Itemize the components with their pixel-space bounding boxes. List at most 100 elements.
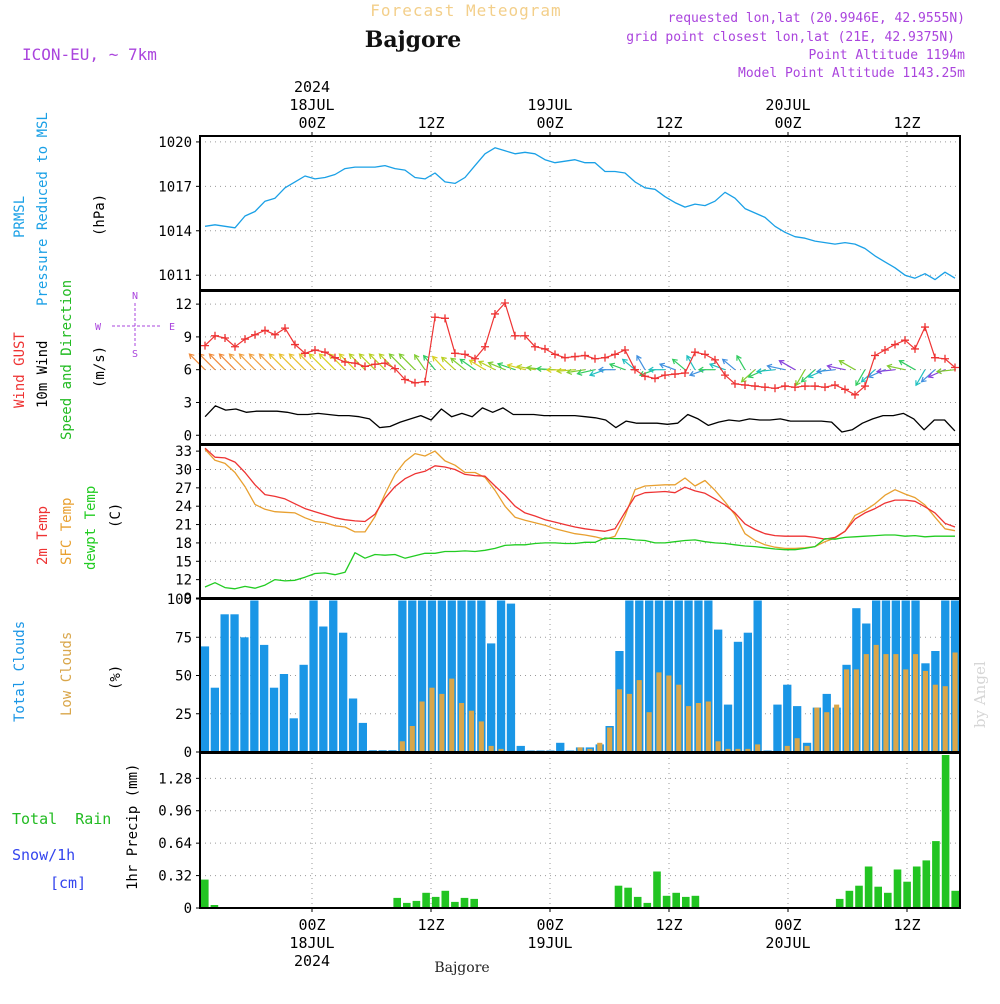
total-cloud-bar (329, 601, 337, 753)
y-tick-label-wind: 9 (184, 330, 192, 346)
low-cloud-bar (696, 703, 701, 752)
rain-bar (432, 897, 440, 908)
rain-bar (653, 872, 661, 909)
total-rain-label: Total Rain (12, 810, 111, 828)
cloud-unit: (%) (108, 665, 124, 690)
y-tick-label-wind: 3 (184, 395, 192, 411)
rain-bar (884, 893, 892, 908)
rain-bar (903, 882, 911, 908)
y-tick-label-temperature: 24 (175, 499, 192, 515)
footer-location: Bajgore (434, 960, 489, 976)
low-cloud-bar (923, 671, 928, 752)
rain-bar (413, 901, 421, 908)
total-cloud-bar (300, 665, 308, 752)
top-axis-hour: 00Z (298, 114, 325, 132)
y-tick-label-precip: 1.28 (158, 771, 192, 787)
low-cloud-bar (854, 669, 859, 752)
y-tick-label-pressure: 1020 (158, 135, 192, 151)
temp-unit: (C) (108, 503, 124, 528)
total-cloud-bar (744, 633, 752, 752)
bottom-axis-hour: 12Z (417, 916, 444, 934)
total-cloud-bar (487, 643, 495, 752)
low-cloud-bar (864, 654, 869, 752)
total-cloud-bar (724, 705, 732, 752)
low-cloud-bar (953, 723, 958, 752)
total-cloud-bar (773, 705, 781, 752)
total-cloud-bar (250, 601, 258, 753)
low-cloud-bar (755, 744, 760, 752)
low-cloud-bar (913, 654, 918, 752)
snow-label: Snow/1h (12, 846, 75, 864)
pressure-label-prmsl: PRMSL (12, 196, 28, 238)
y-tick-label-precip: 0 (184, 901, 192, 917)
low-cloud-bar (420, 702, 425, 753)
top-axis-hour: 12Z (655, 114, 682, 132)
total-cloud-bar (240, 637, 248, 752)
total-cloud-bar (556, 743, 564, 752)
y-tick-label-precip: 0.96 (158, 804, 192, 820)
panel-background-0 (200, 136, 960, 290)
rain-bar (672, 893, 680, 908)
total-cloud-bar (201, 646, 209, 752)
rain-bar (634, 897, 642, 908)
rain-bar (942, 755, 950, 908)
bottom-axis-hour: 00Z (536, 916, 563, 934)
wind-unit: (m/s) (92, 346, 108, 388)
rain-bar (855, 886, 863, 908)
total-cloud-bar (260, 645, 268, 752)
total-cloud-bar (398, 601, 406, 753)
bottom-axis-hour: 00Z (298, 916, 325, 934)
pressure-labels: PRMSL Pressure Reduced to MSL (hPa) (12, 112, 108, 306)
top-axis-date: 19JUL (527, 96, 572, 114)
total-cloud-bar (230, 614, 238, 752)
pressure-label-reduced: Pressure Reduced to MSL (35, 112, 51, 306)
rain-bar (951, 891, 959, 908)
total-cloud-bar (734, 642, 742, 752)
total-cloud-bar (211, 688, 219, 752)
top-axis-hour: 00Z (774, 114, 801, 132)
cloud-labels: Total Clouds Low Clouds (%) (12, 621, 124, 722)
total-cloud-bar (270, 688, 278, 752)
y-tick-label-temperature: 12 (175, 573, 192, 589)
top-axis-date: 18JUL (289, 96, 334, 114)
wind-direction-label: Speed and Direction (59, 280, 75, 440)
y-tick-label-temperature: 27 (175, 481, 192, 497)
total-cloud-bar (497, 601, 505, 753)
low-cloud-bar (400, 741, 405, 752)
y-tick-label-pressure: 1011 (158, 268, 192, 284)
total-cloud-bar (309, 601, 317, 753)
rain-bar (836, 899, 844, 908)
chart-marks: 1011101410171020036912912151821242730330… (158, 78, 960, 970)
low-cloud-bar (469, 711, 474, 752)
rain-bar (874, 887, 882, 908)
low-cloud-bar (656, 672, 661, 752)
y-tick-label-wind: 6 (184, 363, 192, 379)
low-cloud-bar (429, 688, 434, 752)
y-tick-label-precip: 0.32 (158, 869, 192, 885)
rain-bar (663, 896, 671, 908)
location-title: Bajgore (365, 27, 461, 53)
top-axis-date: 20JUL (765, 96, 810, 114)
compass-s: S (132, 349, 138, 360)
low-cloud-bar (449, 679, 454, 752)
total-clouds-label: Total Clouds (12, 621, 28, 722)
temp-dew-label: dewpt Temp (83, 486, 99, 570)
rain-bar (894, 870, 902, 909)
top-axis-hour: 12Z (893, 114, 920, 132)
y-tick-label-temperature: 21 (175, 518, 192, 534)
wind-gust-label: Wind GUST (12, 332, 28, 408)
rain-bar (692, 896, 700, 908)
rain-bar (865, 867, 873, 909)
snow-unit-label: [cm] (50, 874, 86, 892)
total-cloud-bar (290, 718, 298, 752)
watermark: by Angel (971, 661, 989, 728)
rain-bar (393, 898, 401, 908)
y-tick-label-pressure: 1014 (158, 224, 192, 240)
y-tick-label-temperature: 15 (175, 554, 192, 570)
y-tick-label-pressure: 1017 (158, 179, 192, 195)
top-axis-hour: 12Z (417, 114, 444, 132)
rain-bar (846, 891, 854, 908)
total-cloud-bar (507, 604, 515, 752)
